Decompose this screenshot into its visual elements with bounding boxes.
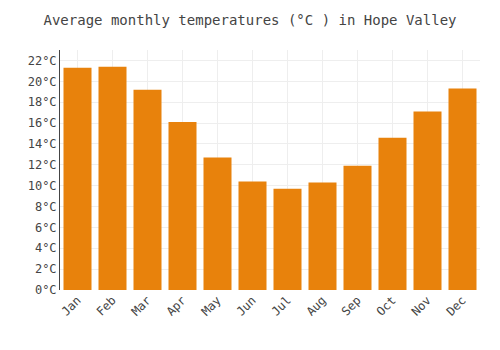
- svg-text:18°C: 18°C: [28, 95, 57, 109]
- svg-text:Dec: Dec: [444, 293, 469, 318]
- svg-text:10°C: 10°C: [28, 179, 57, 193]
- svg-text:May: May: [199, 293, 224, 318]
- svg-text:Oct: Oct: [374, 293, 399, 318]
- svg-text:16°C: 16°C: [28, 116, 57, 130]
- svg-text:2°C: 2°C: [35, 262, 57, 276]
- svg-text:Sep: Sep: [339, 293, 364, 318]
- svg-text:0°C: 0°C: [35, 283, 57, 297]
- svg-text:12°C: 12°C: [28, 158, 57, 172]
- svg-text:Jun: Jun: [234, 293, 259, 318]
- svg-text:6°C: 6°C: [35, 221, 57, 235]
- svg-text:Jul: Jul: [269, 293, 294, 318]
- svg-text:14°C: 14°C: [28, 137, 57, 151]
- svg-text:Apr: Apr: [164, 293, 189, 318]
- svg-text:Aug: Aug: [304, 293, 329, 318]
- svg-text:Feb: Feb: [94, 293, 119, 318]
- svg-text:Nov: Nov: [409, 293, 434, 318]
- svg-text:4°C: 4°C: [35, 241, 57, 255]
- svg-text:22°C: 22°C: [28, 54, 57, 68]
- svg-text:Mar: Mar: [129, 293, 154, 318]
- svg-text:8°C: 8°C: [35, 200, 57, 214]
- svg-text:Average monthly temperatures (: Average monthly temperatures (°C ) in Ho…: [43, 12, 456, 28]
- svg-text:20°C: 20°C: [28, 75, 57, 89]
- svg-text:Jan: Jan: [59, 293, 84, 318]
